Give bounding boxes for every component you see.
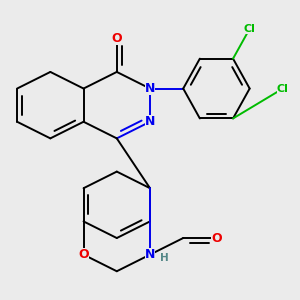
Text: Cl: Cl [277,83,289,94]
Text: Cl: Cl [244,24,256,34]
Text: N: N [145,248,155,261]
Text: N: N [145,82,155,95]
Text: N: N [145,115,155,128]
Text: H: H [160,253,169,263]
Text: O: O [112,32,122,45]
Text: O: O [78,248,89,261]
Text: O: O [211,232,222,244]
